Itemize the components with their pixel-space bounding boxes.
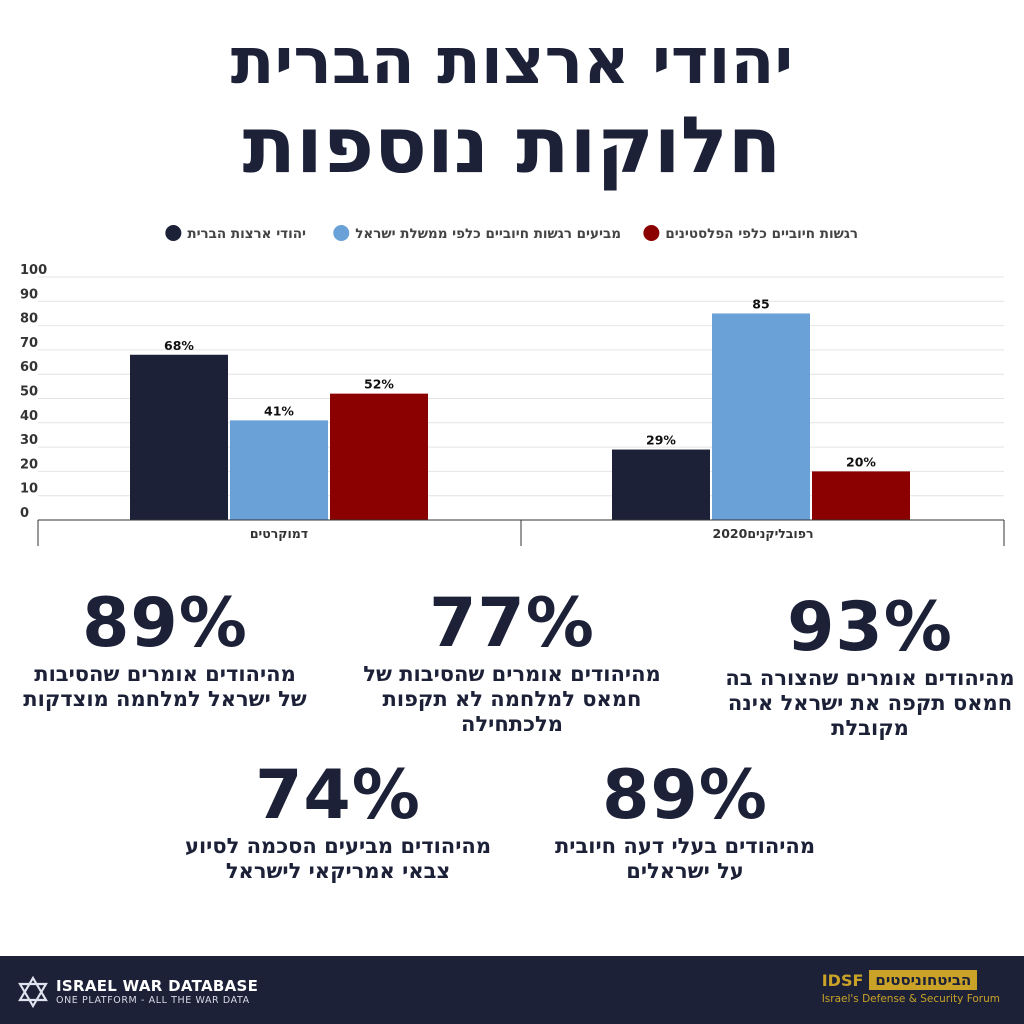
stat-card-1: 89% מהיהודים אומרים שהסיבות של ישראל למל… xyxy=(20,588,310,712)
stat-text: מהיהודים אומרים שהצורה בה חמאס תקפה את י… xyxy=(725,666,1015,740)
y-tick-label: 60 xyxy=(20,360,38,375)
chart-grid: 0 10 20 30 40 50 60 70 80 90 100 xyxy=(20,263,1004,521)
chart-legend: יהודי ארצות הברית מביעים רגשות חיוביים כל… xyxy=(165,225,858,242)
stat-value: 93% xyxy=(787,588,953,667)
bar xyxy=(612,449,710,520)
y-tick-label: 20 xyxy=(20,457,38,472)
legend-swatch xyxy=(643,225,660,241)
stat-value: 74% xyxy=(255,756,421,835)
y-tick-label: 70 xyxy=(20,336,38,351)
bar xyxy=(330,393,428,520)
bar xyxy=(712,313,810,520)
idsf-logo[interactable]: IDSF הביטחוניסטים Israel's Defense & Sec… xyxy=(822,970,1000,1005)
bar-value-label: 68% xyxy=(164,338,194,353)
bar xyxy=(130,354,228,520)
title-line-2: חלוקות נוספות xyxy=(242,101,782,191)
chart-bars: 68% 41% 52% 29% 85 20% xyxy=(130,296,910,520)
bar-value-label: 29% xyxy=(646,433,676,448)
chart-x-axis: דמוקרטים רפובליקנים2020 xyxy=(37,519,1005,546)
footer-right-hebrew: הביטחוניסטים xyxy=(869,970,978,990)
stat-value: 77% xyxy=(429,584,595,663)
star-of-david-icon xyxy=(18,976,48,1008)
stat-card-3: 93% מהיהודים אומרים שהצורה בה חמאס תקפה … xyxy=(720,592,1020,741)
stat-text: מהיהודים אומרים שהסיבות של ישראל למלחמה … xyxy=(23,662,307,711)
stat-text: מהיהודים מביעים הסכמה לסיוע צבאי אמריקאי… xyxy=(184,834,492,883)
footer-bar: ISRAEL WAR DATABASE ONE PLATFORM - ALL T… xyxy=(0,956,1024,1024)
footer-left-name: ISRAEL WAR DATABASE xyxy=(56,976,259,995)
x-tick-label: רפובליקנים2020 xyxy=(713,526,814,541)
bar-chart: יהודי ארצות הברית מביעים רגשות חיוביים כל… xyxy=(20,225,1005,546)
stat-value: 89% xyxy=(602,756,768,835)
footer-right-abbr: IDSF xyxy=(821,970,864,990)
israel-war-database-logo[interactable]: ISRAEL WAR DATABASE ONE PLATFORM - ALL T… xyxy=(18,974,258,1010)
stat-card-4: 74% מהיהודים מביעים הסכמה לסיוע צבאי אמר… xyxy=(178,760,498,884)
y-tick-label: 90 xyxy=(20,287,38,302)
bar-value-label: 20% xyxy=(846,454,876,469)
legend-label: יהודי ארצות הברית xyxy=(187,226,306,242)
y-tick-label: 50 xyxy=(20,385,38,400)
stat-value: 89% xyxy=(82,584,248,663)
stat-card-5: 89% מהיהודים בעלי דעה חיובית על ישראלים xyxy=(540,760,830,884)
bar-value-label: 52% xyxy=(364,377,394,392)
y-tick-label: 30 xyxy=(20,433,38,448)
y-tick-label: 100 xyxy=(20,263,47,278)
footer-right-english: Israel's Defense & Security Forum xyxy=(821,993,1000,1005)
x-tick-label: דמוקרטים xyxy=(250,526,308,541)
y-tick-label: 40 xyxy=(20,409,38,424)
stat-text: מהיהודים אומרים שהסיבות של חמאס למלחמה ל… xyxy=(363,662,661,736)
bar xyxy=(230,420,328,520)
y-tick-label: 10 xyxy=(20,482,38,497)
legend-label: מביעים רגשות חיוביים כלפי ממשלת ישראל xyxy=(355,226,621,242)
stat-text: מהיהודים בעלי דעה חיובית על ישראלים xyxy=(554,834,816,883)
legend-label: רגשות חיוביים כלפי הפלסטינים xyxy=(665,226,858,242)
title-line-1: יהודי ארצות הברית xyxy=(230,25,794,99)
bar-value-label: 41% xyxy=(264,403,294,418)
bar xyxy=(812,471,910,520)
bar-value-label: 85 xyxy=(752,296,769,311)
y-tick-label: 0 xyxy=(20,506,29,521)
footer-left-tagline: ONE PLATFORM - ALL THE WAR DATA xyxy=(56,994,250,1006)
legend-swatch xyxy=(165,225,182,241)
legend-swatch xyxy=(333,225,350,241)
stat-card-2: 77% מהיהודים אומרים שהסיבות של חמאס למלח… xyxy=(362,588,662,737)
y-tick-label: 80 xyxy=(20,312,38,327)
